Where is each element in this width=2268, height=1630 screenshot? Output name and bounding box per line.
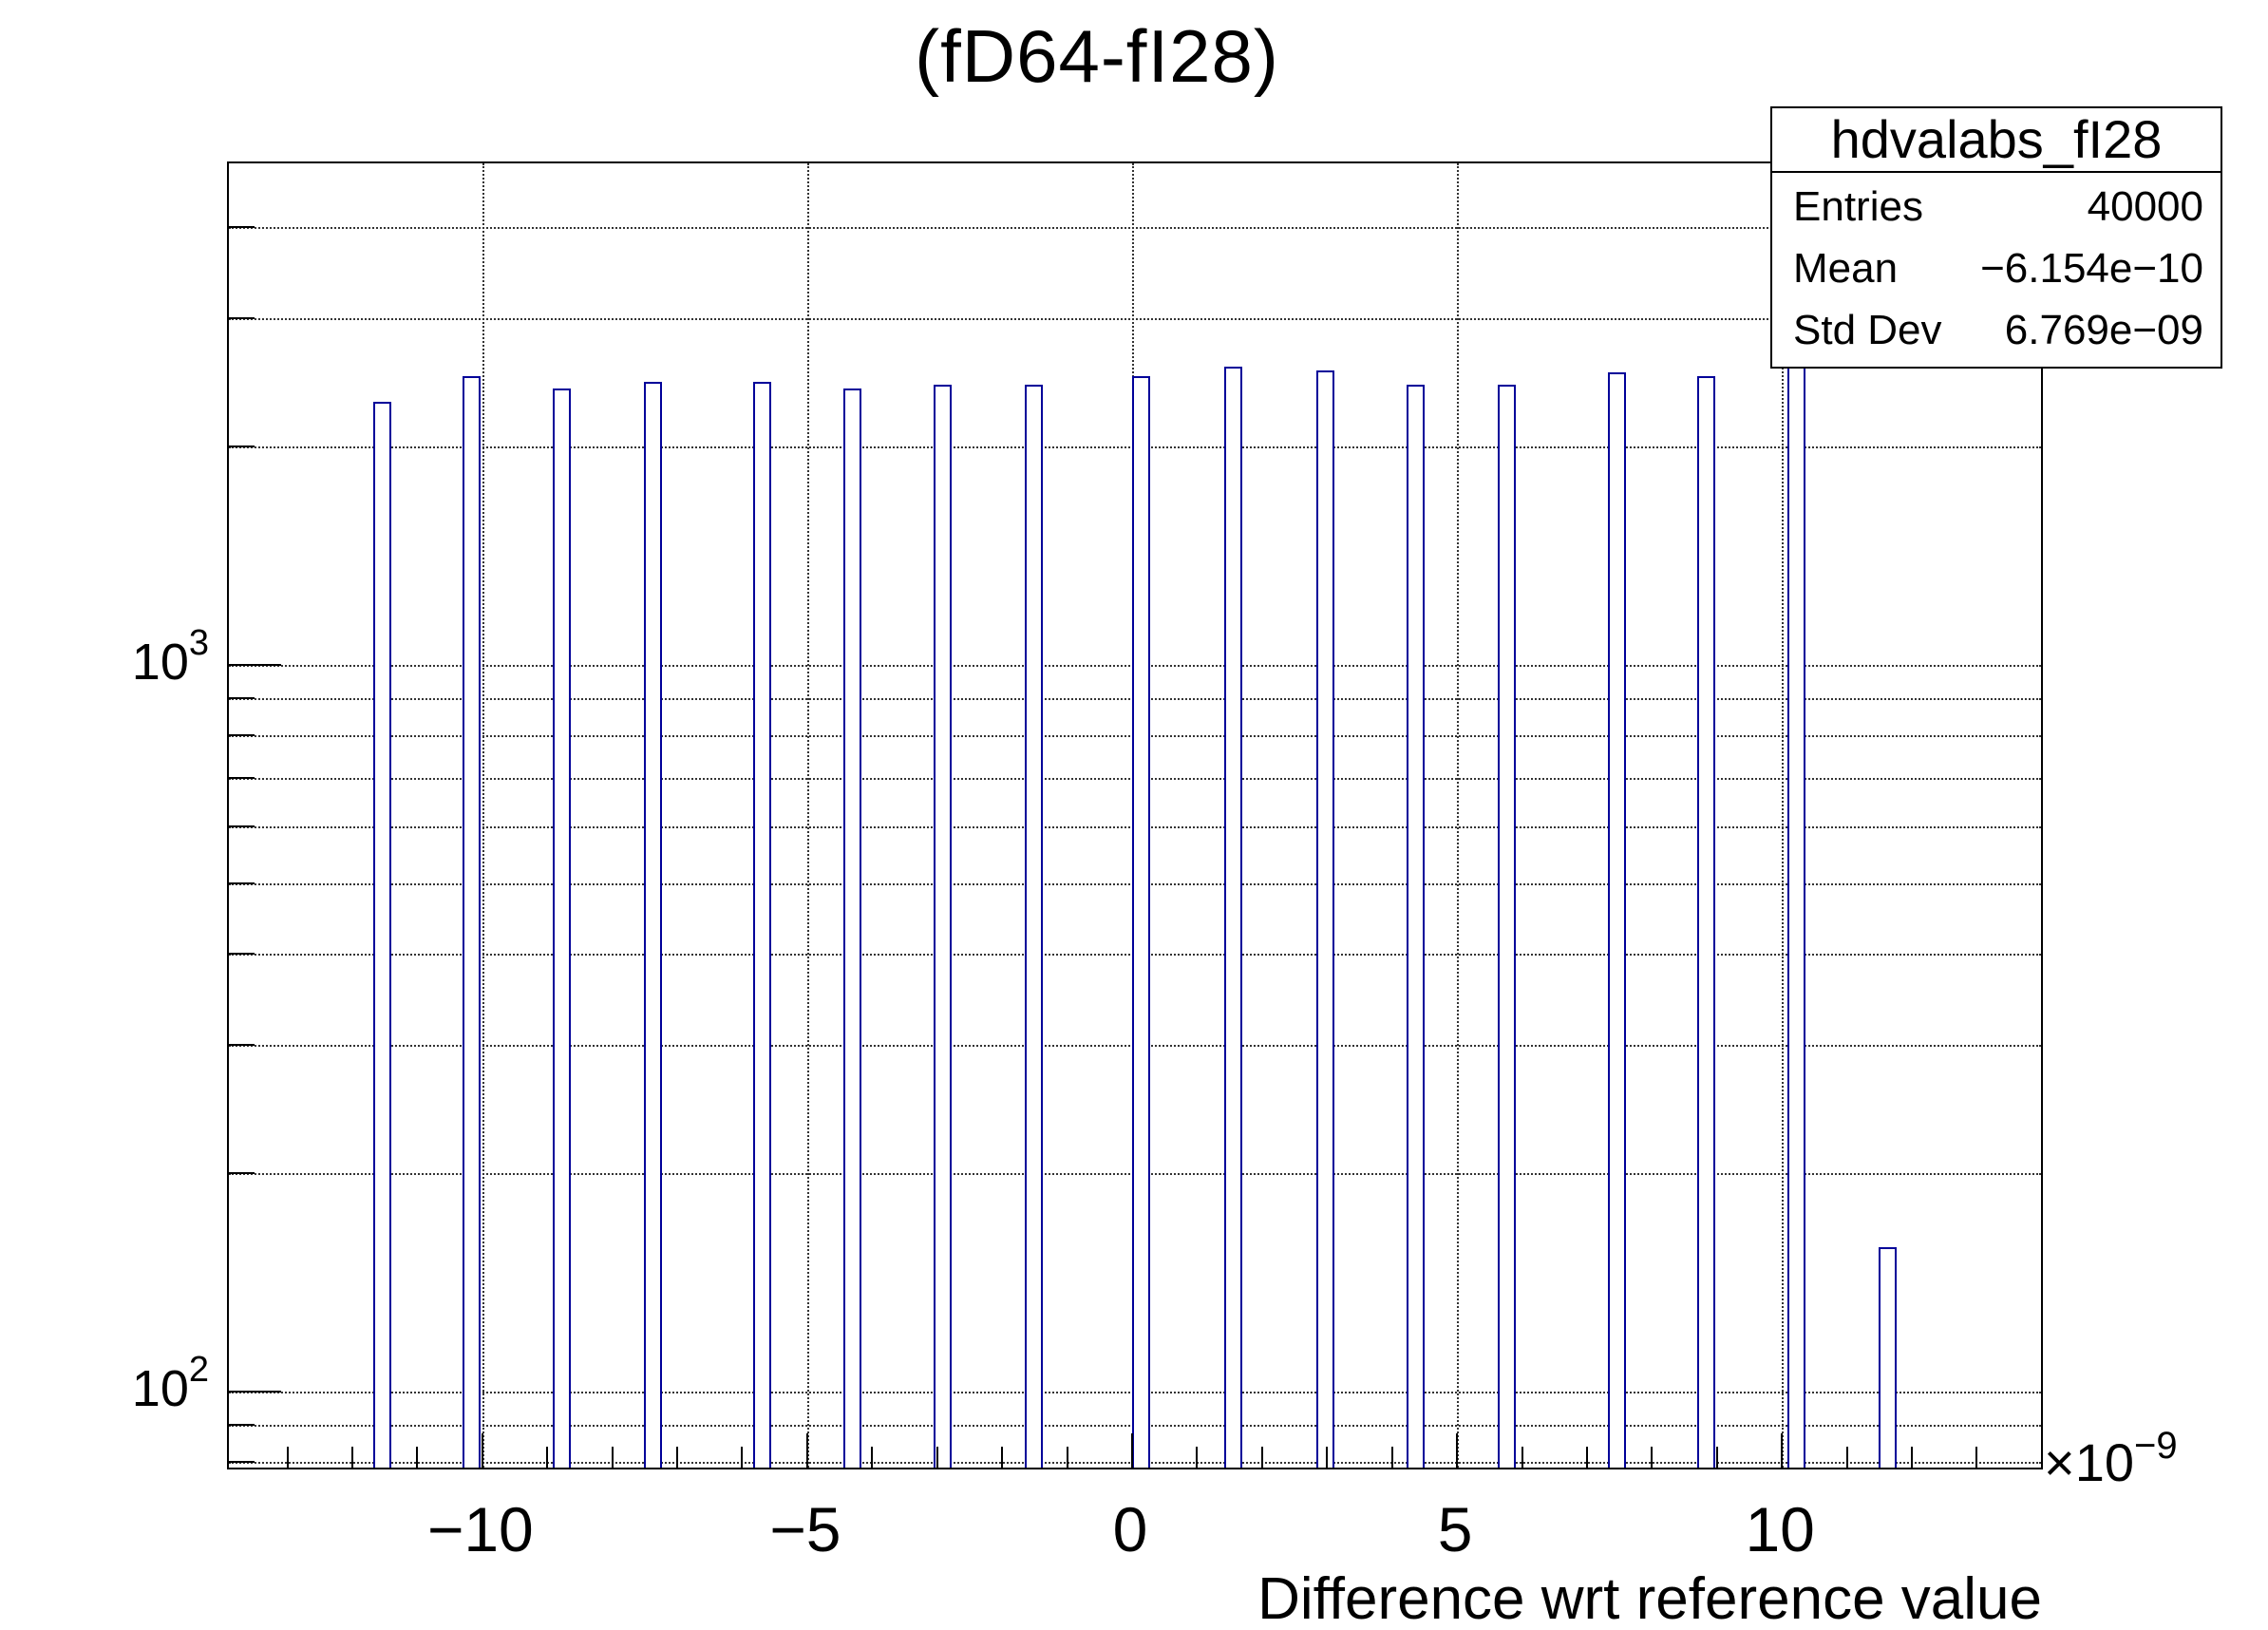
x-minor-tick [1196, 1447, 1199, 1468]
histogram-bar [372, 402, 391, 1468]
stats-box-rows: Entries 40000 Mean −6.154e−10 Std Dev 6.… [1772, 173, 2221, 367]
y-minor-tick [229, 1044, 255, 1046]
x-tick-label: −10 [426, 1494, 534, 1564]
x-minor-tick [1326, 1447, 1329, 1468]
histogram-bar [1407, 385, 1426, 1468]
stats-row-stddev: Std Dev 6.769e−09 [1793, 306, 2203, 353]
y-major-tick [229, 1391, 281, 1393]
y-minor-tick [229, 445, 255, 447]
x-minor-tick [1001, 1447, 1004, 1468]
x-minor-tick [546, 1447, 549, 1468]
x-minor-tick [1260, 1447, 1263, 1468]
y-axis-label-base: 10 [131, 634, 189, 691]
y-minor-tick [229, 317, 255, 319]
x-minor-tick [1975, 1447, 1978, 1468]
x-minor-tick [676, 1447, 679, 1468]
y-minor-tick [229, 1424, 255, 1426]
y-axis-label-100: 102 [28, 1350, 209, 1418]
histogram-bar [1316, 370, 1335, 1468]
y-minor-tick [229, 882, 255, 885]
x-gridline [806, 163, 809, 1468]
x-major-tick [1781, 1433, 1784, 1468]
y-minor-tick [229, 776, 255, 779]
page-title: (fD64-fI28) [915, 14, 1279, 98]
x-tick-label: −5 [769, 1494, 841, 1564]
y-major-tick [229, 664, 281, 666]
histogram-bar [1878, 1247, 1897, 1468]
stats-label: Std Dev [1793, 306, 1942, 353]
histogram-bar [1498, 385, 1517, 1468]
x-major-tick [1131, 1433, 1133, 1468]
x-tick-label: 10 [1745, 1494, 1815, 1564]
y-axis-label-exponent: 3 [188, 623, 209, 663]
x-minor-tick [1911, 1447, 1914, 1468]
x-minor-tick [741, 1447, 744, 1468]
x-minor-tick [1651, 1447, 1654, 1468]
stats-value: 40000 [2087, 183, 2203, 231]
y-minor-tick [229, 697, 255, 699]
y-gridline [229, 227, 2041, 230]
x-major-tick [481, 1433, 483, 1468]
histogram-bar [643, 382, 662, 1468]
x-minor-tick [416, 1447, 419, 1468]
stats-value: −6.154e−10 [1980, 244, 2203, 292]
histogram-bar [553, 389, 572, 1468]
histogram-bar [1697, 375, 1716, 1468]
y-minor-tick [229, 953, 255, 956]
histogram-bar [753, 382, 772, 1468]
x-minor-tick [1585, 1447, 1588, 1468]
x-minor-tick [1390, 1447, 1393, 1468]
x-minor-tick [286, 1447, 289, 1468]
x-axis-scale-factor: ×10−9 [2044, 1425, 2178, 1493]
x-tick-label: 5 [1437, 1494, 1473, 1564]
x-gridline [1457, 163, 1460, 1468]
y-minor-tick [229, 226, 255, 229]
y-minor-tick [229, 1461, 255, 1464]
x-minor-tick [1715, 1447, 1718, 1468]
x-minor-tick [936, 1447, 938, 1468]
y-minor-tick [229, 824, 255, 827]
x-minor-tick [871, 1447, 874, 1468]
y-axis-label-base: 10 [131, 1360, 189, 1417]
x-minor-tick [350, 1447, 353, 1468]
stats-row-entries: Entries 40000 [1793, 185, 2203, 229]
x-minor-tick [1521, 1447, 1523, 1468]
histogram-bar [842, 389, 861, 1468]
histogram-bar [1787, 363, 1806, 1468]
stats-box: hdvalabs_fI28 Entries 40000 Mean −6.154e… [1770, 106, 2222, 369]
x-minor-tick [611, 1447, 614, 1468]
x-gridline [482, 163, 484, 1468]
plot-frame [227, 161, 2043, 1469]
x-axis-scale-base: ×10 [2044, 1432, 2134, 1492]
x-tick-label: 0 [1112, 1494, 1148, 1564]
x-gridline [1782, 163, 1785, 1468]
y-minor-tick [229, 734, 255, 737]
stats-label: Entries [1793, 183, 1923, 231]
histogram-bar [1224, 367, 1243, 1468]
stats-value: 6.769e−09 [2004, 306, 2203, 353]
x-minor-tick [1066, 1447, 1068, 1468]
x-axis-scale-exponent: −9 [2134, 1425, 2178, 1467]
stats-box-title: hdvalabs_fI28 [1772, 108, 2221, 173]
x-major-tick [1456, 1433, 1459, 1468]
histogram-bar [934, 385, 953, 1468]
x-major-tick [805, 1433, 808, 1468]
histogram-bar [1607, 371, 1626, 1468]
histogram-bar [1132, 375, 1151, 1468]
y-gridline [229, 318, 2041, 320]
stats-row-mean: Mean −6.154e−10 [1793, 244, 2203, 292]
y-minor-tick [229, 1171, 255, 1174]
x-axis-title: Difference wrt reference value [1257, 1566, 2042, 1630]
y-axis-label-1000: 103 [28, 623, 209, 692]
y-axis-label-exponent: 2 [188, 1350, 209, 1390]
histogram-bar [463, 375, 482, 1468]
histogram-bar [1025, 385, 1044, 1468]
stats-label: Mean [1793, 244, 1899, 292]
x-minor-tick [1845, 1447, 1848, 1468]
